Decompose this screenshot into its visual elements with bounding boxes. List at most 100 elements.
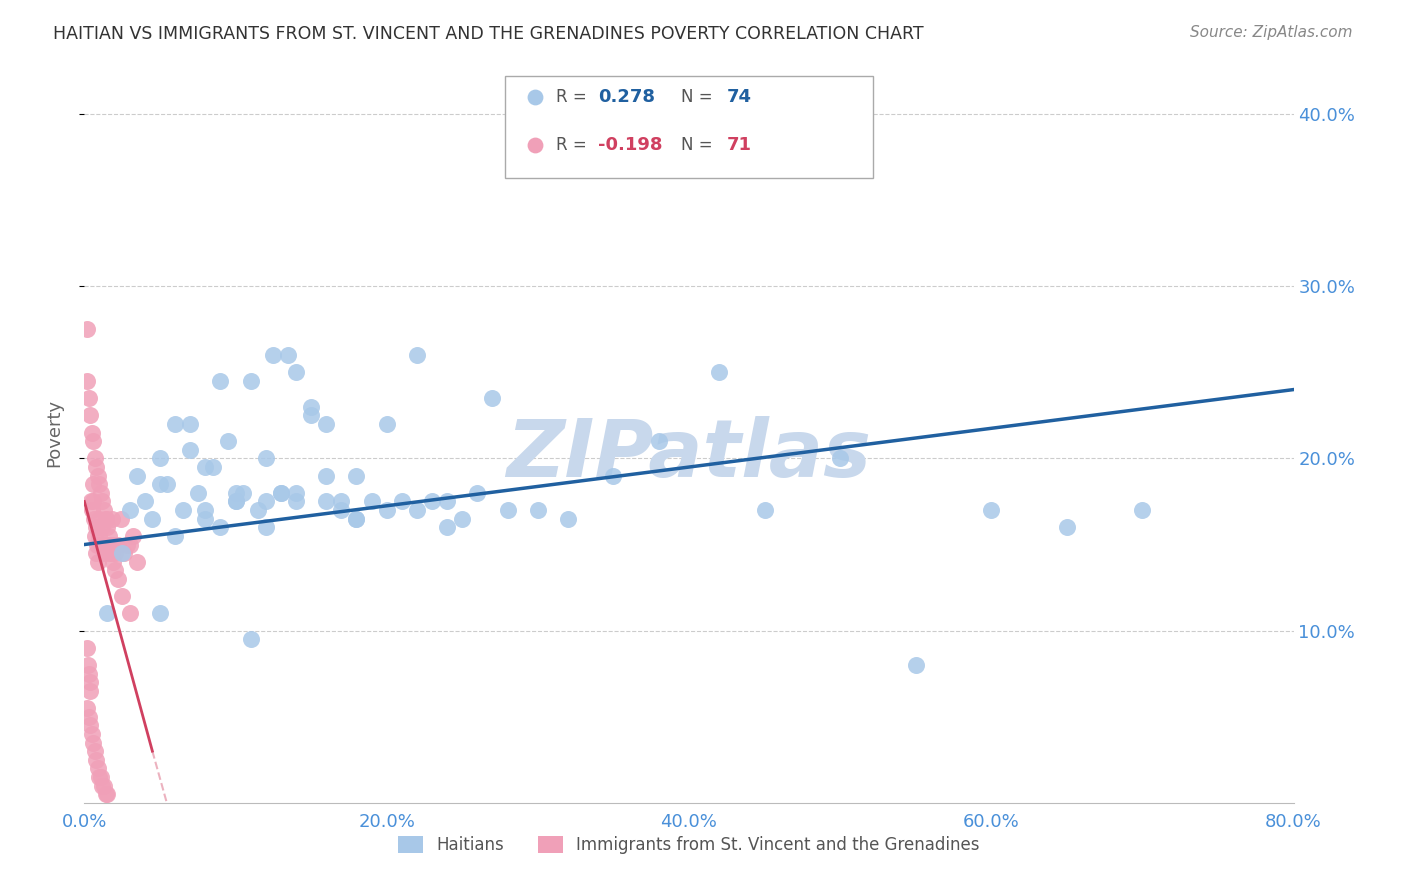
Point — [299, 400, 322, 414]
Point — [149, 451, 172, 466]
Point — [86, 520, 108, 534]
Point — [80, 727, 103, 741]
Point — [165, 529, 187, 543]
Point — [79, 718, 101, 732]
Point — [82, 735, 104, 749]
Point — [239, 374, 262, 388]
Point — [602, 468, 624, 483]
Point — [315, 468, 337, 483]
Point — [709, 365, 731, 379]
Text: 0.278: 0.278 — [599, 88, 655, 106]
Point — [104, 563, 127, 577]
Point — [104, 546, 127, 560]
Point — [77, 666, 100, 681]
Point — [94, 512, 117, 526]
Point — [406, 348, 429, 362]
Text: -0.198: -0.198 — [599, 136, 662, 154]
Point — [84, 546, 107, 560]
Point — [93, 779, 115, 793]
Point — [121, 529, 143, 543]
Y-axis label: Poverty: Poverty — [45, 399, 63, 467]
Point — [527, 503, 550, 517]
Point — [96, 537, 118, 551]
Point — [90, 486, 112, 500]
Point — [111, 546, 134, 560]
Point — [225, 494, 247, 508]
Point — [156, 477, 179, 491]
Point — [179, 442, 201, 457]
Point — [87, 468, 110, 483]
Point — [79, 684, 101, 698]
Point — [225, 486, 247, 500]
Point — [1056, 520, 1078, 534]
Point — [96, 607, 118, 621]
Point — [76, 701, 98, 715]
Point — [165, 417, 187, 431]
Point — [375, 417, 398, 431]
Point — [149, 477, 172, 491]
Point — [97, 529, 120, 543]
Point — [93, 546, 115, 560]
Point — [375, 503, 398, 517]
Point — [496, 503, 519, 517]
Point — [118, 607, 141, 621]
Point — [141, 512, 163, 526]
Text: 74: 74 — [727, 88, 752, 106]
Point — [194, 512, 217, 526]
Point — [94, 787, 117, 801]
Point — [225, 494, 247, 508]
Point — [96, 787, 118, 801]
Text: N =: N = — [682, 88, 713, 106]
Point — [467, 486, 489, 500]
Point — [262, 348, 284, 362]
Point — [523, 138, 546, 153]
Text: R =: R = — [555, 136, 586, 154]
Point — [980, 503, 1002, 517]
Point — [86, 753, 108, 767]
Point — [1132, 503, 1154, 517]
Point — [481, 391, 503, 405]
Point — [360, 494, 382, 508]
Point — [247, 503, 270, 517]
Point — [217, 434, 239, 449]
Point — [79, 675, 101, 690]
Point — [100, 512, 122, 526]
Point — [79, 409, 101, 423]
Point — [285, 486, 308, 500]
Point — [87, 761, 110, 775]
Point — [557, 512, 579, 526]
Point — [80, 503, 103, 517]
Point — [80, 494, 103, 508]
Point — [194, 503, 217, 517]
Point — [86, 460, 108, 475]
Point — [315, 494, 337, 508]
Point — [89, 529, 111, 543]
Point — [194, 460, 217, 475]
Point — [89, 477, 111, 491]
Point — [209, 374, 232, 388]
Point — [77, 391, 100, 405]
Point — [209, 520, 232, 534]
Point — [277, 348, 299, 362]
Point — [172, 503, 194, 517]
Point — [84, 744, 107, 758]
Point — [94, 512, 117, 526]
Point — [239, 632, 262, 647]
Point — [523, 90, 546, 104]
Point — [82, 477, 104, 491]
Point — [101, 537, 124, 551]
Point — [91, 520, 114, 534]
Point — [149, 607, 172, 621]
Point — [76, 374, 98, 388]
Point — [127, 555, 149, 569]
Point — [330, 494, 353, 508]
Point — [904, 658, 927, 673]
Point — [118, 503, 141, 517]
Text: N =: N = — [682, 136, 713, 154]
Point — [110, 512, 132, 526]
Point — [285, 365, 308, 379]
Point — [90, 537, 112, 551]
Point — [98, 537, 121, 551]
Point — [299, 409, 322, 423]
Point — [285, 494, 308, 508]
